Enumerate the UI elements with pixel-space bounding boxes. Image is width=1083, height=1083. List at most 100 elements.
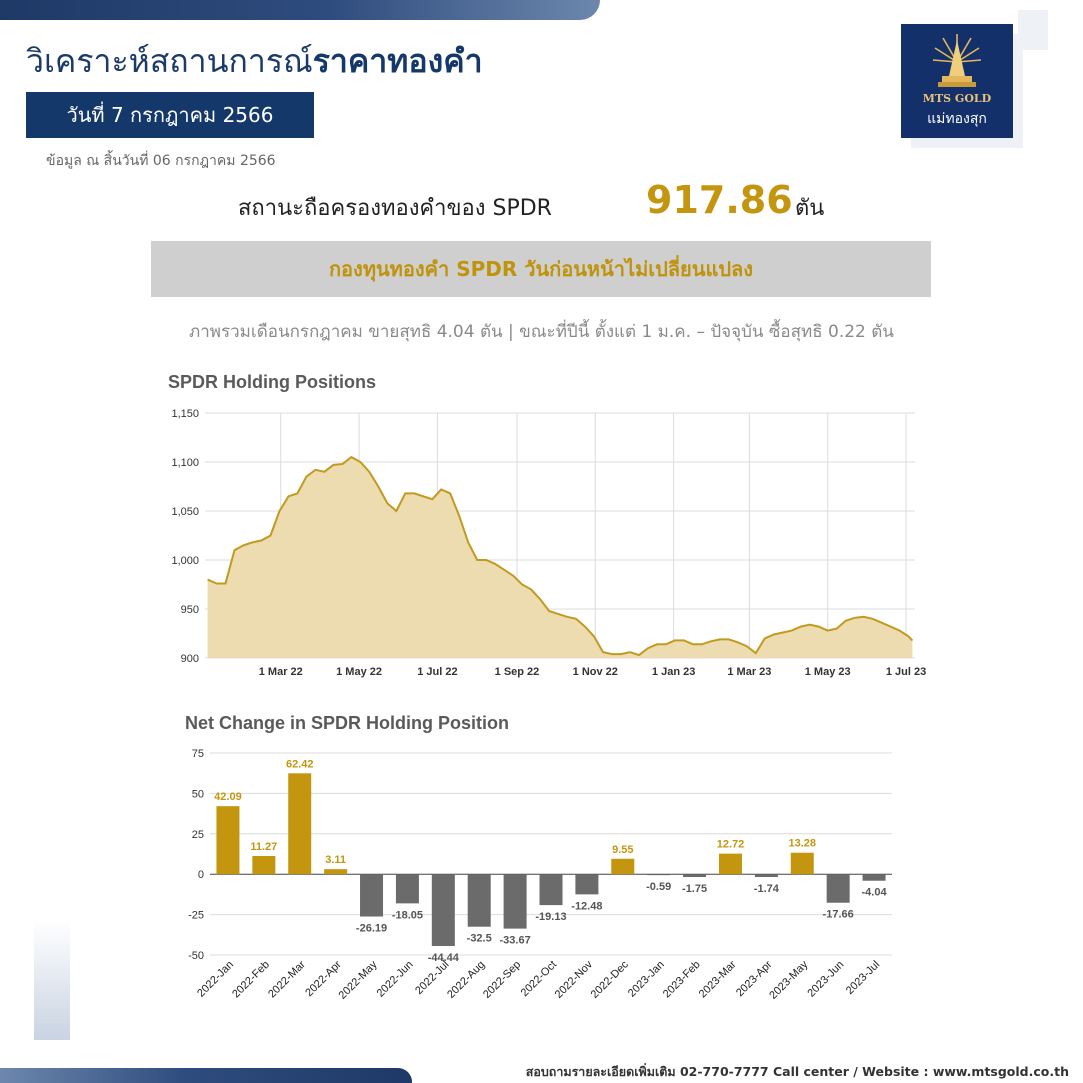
x-category-label: 2023-Feb	[661, 959, 703, 1001]
bar-value-label: -33.67	[500, 935, 531, 947]
bar-value-label: -32.5	[467, 933, 492, 945]
holding-area-fill	[207, 457, 913, 658]
y-tick-label: 75	[192, 748, 204, 760]
x-category-label: 2022-Nov	[553, 958, 596, 1001]
net-change-bar	[288, 773, 312, 875]
top-decoration-band	[0, 0, 600, 20]
monthly-summary: ภาพรวมเดือนกรกฎาคม ขายสุทธิ 4.04 ตัน | ข…	[189, 322, 894, 342]
bar-value-label: -0.59	[646, 881, 671, 893]
y-tick-label: 950	[181, 604, 199, 616]
holding-chart-title: SPDR Holding Positions	[168, 372, 377, 392]
y-tick-label: -50	[188, 950, 204, 962]
status-box: กองทุนทองคำ SPDR วันก่อนหน้าไม่เปลี่ยนแป…	[151, 241, 931, 297]
date-badge: วันที่ 7 กรกฎาคม 2566	[26, 92, 314, 138]
x-category-label: 2023-May	[767, 958, 810, 1001]
net-change-bar	[826, 874, 850, 903]
net-change-bar	[252, 855, 276, 875]
side-decoration	[34, 920, 70, 1040]
net-change-bar	[503, 874, 527, 929]
x-category-label: 2022-Sep	[481, 959, 523, 1001]
bar-value-label: 3.11	[325, 854, 346, 866]
y-tick-label: -25	[188, 910, 204, 922]
crown-icon	[932, 34, 982, 87]
bar-value-label: 13.28	[788, 838, 816, 850]
net-change-bar	[324, 869, 348, 875]
x-category-label: 2022-Aug	[445, 959, 487, 1001]
holding-line	[207, 455, 914, 657]
holding-label: สถานะถือครองทองคำของ SPDR	[238, 196, 552, 221]
y-tick-label: 1,150	[171, 408, 199, 420]
page-title: วิเคราะห์สถานการณ์ราคาทองคำ	[26, 36, 483, 87]
bar-value-label: -18.05	[392, 909, 423, 921]
mts-gold-logo: MTS GOLD แม่ทองสุก	[901, 24, 1013, 138]
bar-value-label: -4.04	[862, 887, 888, 899]
net-change-bar	[431, 874, 455, 947]
y-tick-label: 0	[198, 869, 204, 881]
footer-contact: สอบถามรายละเอียดเพิ่มเติม 02-770-7777 Ca…	[525, 1064, 1069, 1079]
x-category-label: 2022-Jan	[195, 959, 236, 1000]
x-category-label: 2023-Jun	[805, 959, 846, 1000]
x-tick-label: 1 Sep 22	[495, 666, 540, 678]
x-category-label: 2022-Feb	[230, 959, 272, 1001]
x-category-label: 2022-Dec	[589, 958, 632, 1001]
x-tick-label: 1 Nov 22	[573, 666, 618, 678]
holding-area-chart: 900 950 1,000 1,050 1,100 1,150 1 Mar 22 1 May …	[171, 408, 926, 678]
x-tick-label: 1 Jan 23	[652, 666, 695, 678]
x-tick-label: 1 Jul 22	[417, 666, 457, 678]
net-change-bar	[683, 874, 707, 878]
net-change-bar	[467, 874, 491, 927]
logo-brand-name: MTS GOLD	[922, 92, 992, 105]
y-tick-label: 1,100	[171, 457, 199, 469]
bar-value-label: -1.74	[754, 883, 780, 895]
bar-value-label: 12.72	[717, 839, 745, 851]
x-category-label: 2022-Mar	[266, 958, 308, 1000]
title-regular: วิเคราะห์สถานการณ์	[26, 42, 313, 80]
status-text: กองทุนทองคำ SPDR วันก่อนหน้าไม่เปลี่ยนแป…	[328, 257, 754, 281]
bar-value-label: 11.27	[250, 841, 277, 853]
x-category-label: 2023-Jan	[626, 959, 667, 1000]
net-change-bar-chart: -50 -25 0 25 50 75 42.09 2022-Jan 11.27 2022-Feb 6…	[188, 748, 892, 1002]
net-change-bar	[395, 874, 419, 904]
y-tick-label: 900	[181, 653, 199, 665]
bar-value-label: -1.75	[682, 883, 707, 895]
net-change-bar	[611, 858, 635, 875]
y-tick-label: 1,000	[171, 555, 199, 567]
x-tick-label: 1 Jul 23	[886, 666, 926, 678]
x-tick-label: 1 May 23	[805, 666, 851, 678]
as-of-note: ข้อมูล ณ สิ้นวันที่ 06 กรกฎาคม 2566	[46, 153, 276, 169]
x-category-label: 2023-Mar	[697, 958, 739, 1000]
net-change-bar	[539, 874, 563, 906]
y-tick-label: 1,050	[171, 506, 199, 518]
net-change-bar	[862, 874, 886, 881]
bar-value-label: 42.09	[214, 791, 242, 803]
net-change-bar	[754, 874, 778, 878]
x-category-label: 2022-Jun	[375, 959, 416, 1000]
x-category-label: 2023-Jul	[844, 959, 882, 997]
bottom-decoration-band	[0, 1068, 412, 1083]
holding-unit: ตัน	[795, 196, 825, 221]
bar-value-label: -12.48	[571, 900, 602, 912]
corner-decoration	[1018, 10, 1048, 50]
title-bold: ราคาทองคำ	[312, 42, 483, 80]
net-change-chart-title: Net Change in SPDR Holding Position	[185, 713, 509, 733]
net-change-bar	[718, 853, 742, 875]
bar-value-label: -44.44	[428, 952, 460, 964]
x-tick-label: 1 Mar 22	[259, 666, 303, 678]
bar-value-label: -17.66	[823, 909, 854, 921]
bar-value-label: 9.55	[612, 844, 633, 856]
x-tick-label: 1 Mar 23	[727, 666, 771, 678]
logo-thai-name: แม่ทองสุก	[927, 111, 987, 127]
net-change-bar	[647, 874, 671, 876]
holding-value: 917.86	[646, 178, 793, 222]
y-tick-label: 25	[192, 829, 204, 841]
net-change-bar	[575, 874, 599, 895]
net-change-bar	[216, 806, 240, 875]
bar-value-label: 62.42	[286, 758, 314, 770]
bar-value-label: -26.19	[356, 923, 387, 935]
bar-value-label: -19.13	[535, 911, 566, 923]
x-tick-label: 1 May 22	[336, 666, 382, 678]
y-tick-label: 50	[192, 788, 204, 800]
x-category-label: 2022-May	[337, 958, 380, 1001]
net-change-bar	[790, 852, 814, 875]
net-change-bar	[360, 874, 384, 917]
